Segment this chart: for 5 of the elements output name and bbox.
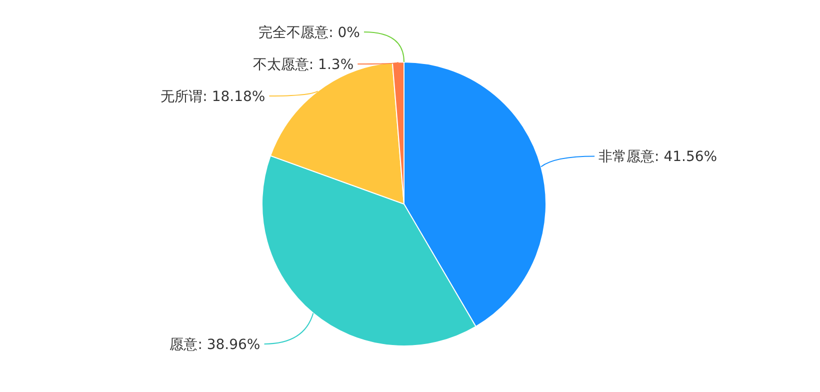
slice-label: 非常愿意: 41.56% bbox=[598, 149, 718, 166]
category-label: 完全不愿意: 0% bbox=[258, 24, 360, 41]
slice-label: 不太愿意: 1.3% bbox=[252, 56, 354, 73]
slice-label: 愿意: 38.96% bbox=[170, 336, 260, 353]
slice-label: 无所谓: 18.18% bbox=[160, 88, 266, 105]
